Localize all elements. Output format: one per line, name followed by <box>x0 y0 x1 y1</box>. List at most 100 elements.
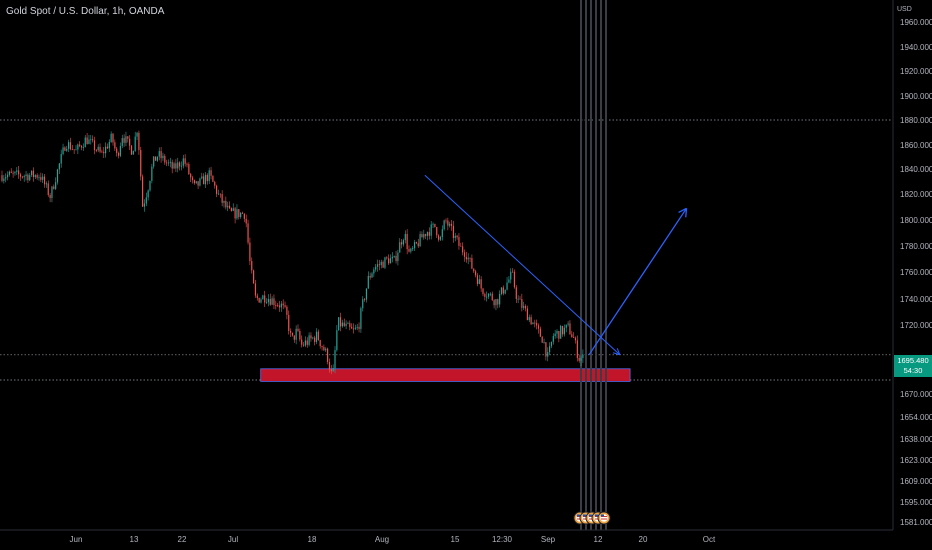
price-tick-label: 1740.000 <box>900 295 932 304</box>
candle-body <box>454 235 456 238</box>
price-tick-label: 1720.000 <box>900 321 932 330</box>
candle-body <box>482 288 484 295</box>
candle-body <box>460 245 462 247</box>
candle-body <box>271 298 273 305</box>
candle-body <box>260 299 262 303</box>
candle-body <box>40 177 42 180</box>
candle-body <box>508 279 510 283</box>
candle-body <box>325 348 327 351</box>
candle-body <box>58 163 60 170</box>
candle-body <box>375 266 377 270</box>
candle-body <box>338 317 340 331</box>
candle-body <box>471 258 473 269</box>
price-tick-label: 1820.000 <box>900 190 932 199</box>
time-tick-label: 20 <box>639 535 648 544</box>
candle-body <box>158 151 160 157</box>
candle-body <box>413 242 416 249</box>
drawings[interactable] <box>424 174 688 356</box>
candle-body <box>304 340 306 346</box>
candle-body <box>426 232 429 236</box>
candle-body <box>253 270 255 284</box>
candle-body <box>177 162 179 169</box>
projection-arrow-head-0 <box>678 207 687 214</box>
time-tick-label: Aug <box>375 535 389 544</box>
time-tick-label: 13 <box>130 535 139 544</box>
time-axis[interactable]: Jun 13 22 Jul 18 Aug 15 12:30 Sep 12 20 Oct <box>0 529 893 544</box>
candle-body <box>567 323 569 325</box>
candle-body <box>356 326 358 328</box>
candle-body <box>458 237 460 246</box>
candle-body <box>228 205 231 209</box>
candle-body <box>234 208 236 219</box>
candle-body <box>173 163 175 169</box>
candle-body <box>302 344 305 346</box>
economic-events[interactable] <box>573 511 611 525</box>
candle-body <box>367 275 369 289</box>
candle-body <box>449 223 451 226</box>
candle-body <box>262 295 264 300</box>
time-tick-label: 15 <box>451 535 460 544</box>
candle-body <box>130 145 133 155</box>
candle-body <box>493 300 495 306</box>
candle-body <box>77 144 79 150</box>
candle-body <box>327 348 329 362</box>
candle-body <box>462 246 464 253</box>
candle-body <box>571 334 573 338</box>
candle-body <box>312 337 314 339</box>
candle-body <box>463 252 466 257</box>
candle-body <box>432 223 434 225</box>
candle-body <box>106 146 109 149</box>
projection-arrow[interactable] <box>588 207 688 356</box>
candle-body <box>524 306 527 309</box>
candle-body <box>105 146 107 154</box>
last-price-label: 1695.480 54:30 <box>894 355 932 377</box>
candle-body <box>188 164 190 175</box>
candle-body <box>560 325 562 339</box>
candle-body <box>290 330 292 333</box>
candle-body <box>521 299 523 308</box>
support-zone[interactable] <box>260 368 631 382</box>
candle-body <box>480 279 482 289</box>
candle-body <box>116 148 118 153</box>
candle-body <box>399 242 401 253</box>
candle-body <box>69 142 72 150</box>
candle-body <box>436 227 438 236</box>
candle-body <box>225 200 227 208</box>
candle-body <box>369 275 371 278</box>
candle-body <box>343 322 345 326</box>
bar-countdown: 54:30 <box>903 366 923 375</box>
candle-body <box>537 325 540 329</box>
candle-body <box>62 147 64 155</box>
candle-body <box>267 299 269 303</box>
candle-body <box>452 225 454 238</box>
candle-body <box>380 261 382 266</box>
candle-body <box>90 139 92 141</box>
price-axis[interactable]: 1960.000 1940.000 1920.000 1900.000 1880.000… <box>892 0 932 530</box>
candle-body <box>308 335 310 345</box>
candle-body <box>16 170 18 172</box>
candle-body <box>71 149 73 151</box>
candle-body <box>280 303 282 308</box>
candle-body <box>310 335 312 339</box>
candle-body <box>291 332 294 336</box>
us-event-flag-icon[interactable] <box>597 511 611 525</box>
candle-body <box>171 161 173 169</box>
candle-body <box>362 299 364 309</box>
candle-body <box>66 148 68 151</box>
candle-body <box>21 176 23 178</box>
candle-body <box>154 156 157 161</box>
candle-body <box>142 176 144 207</box>
candle-body <box>249 242 251 262</box>
candle-body <box>56 169 59 183</box>
candle-body <box>206 174 208 182</box>
candle-body <box>563 327 565 335</box>
candle-body <box>42 176 44 180</box>
candle-body <box>182 158 184 166</box>
descending-trendline[interactable] <box>424 174 621 356</box>
time-tick-label: Sep <box>541 535 556 544</box>
candle-body <box>127 136 129 139</box>
candle-body <box>469 257 471 259</box>
candle-body <box>434 223 436 228</box>
candle-body <box>103 151 105 154</box>
